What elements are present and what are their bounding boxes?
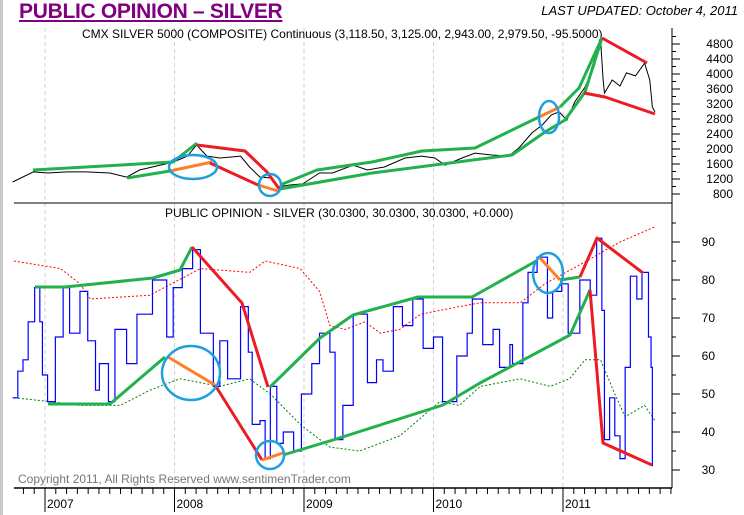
lower-band-line [13,359,656,452]
x-tick-label: 2010 [436,497,463,511]
y-tick-label: 60 [702,349,716,363]
trend-annotations [32,36,656,471]
trend-down-line [578,236,644,278]
trend-up-line [279,115,540,187]
highlight-line [261,451,284,462]
y-tick-label: 80 [702,273,716,287]
trend-up-line [48,355,166,406]
highlight-line [169,160,213,173]
highlight-circle [531,251,565,295]
public-opinion-line [12,237,653,467]
series-layer [12,39,656,467]
trend-down-line [190,246,270,388]
highlight-circle [160,344,222,402]
y-tick-label: 1600 [706,157,733,171]
trend-down-line [601,36,648,65]
trend-up-line [35,246,194,289]
y-tick-label: 4000 [706,67,733,81]
last-updated: LAST UPDATED: October 4, 2011 [541,3,738,18]
x-tick-label: 2008 [177,497,204,511]
highlight-line [167,355,216,387]
trend-down-line [588,289,653,467]
y-tick-label: 40 [702,425,716,439]
opinion-panel-title: PUBLIC OPINION - SILVER (30.0300, 30.030… [165,206,513,220]
y-tick-label: 4400 [706,52,733,66]
x-tick-label: 2009 [306,497,333,511]
y-tick-label: 70 [702,311,716,325]
highlight-line [257,183,279,193]
x-tick-label: 2011 [565,497,591,511]
price-panel-title: CMX SILVER 5000 (COMPOSITE) Continuous (… [82,27,603,41]
y-tick-label: 30 [702,463,716,477]
y-tick-label: 2000 [706,142,733,156]
y-tick-label: 4800 [706,37,733,51]
y-tick-label: 2400 [706,127,733,141]
highlight-circle [167,153,219,181]
trend-down-line [196,143,282,191]
highlight-circle [254,439,286,471]
y-tick-label: 3600 [706,82,733,96]
highlight-circle [257,172,283,198]
trend-up-line [268,258,539,389]
highlight-line [538,256,562,282]
year-gridlines [44,28,564,488]
trend-up-line [126,169,171,180]
trend-down-line [583,91,656,116]
copyright-text: Copyright 2011, All Rights Reserved www.… [18,472,351,486]
x-tick-label: 2007 [47,497,74,511]
trend-up-line [558,37,604,109]
page-title: PUBLIC OPINION – SILVER [19,0,283,23]
window-edge [0,0,3,515]
trend-down-line [213,384,264,461]
highlight-circle [537,99,561,135]
trend-up-line [282,289,592,457]
y-tick-label: 2800 [706,112,733,126]
trend-up-line [32,141,198,172]
y-tick-label: 50 [702,387,716,401]
axes: 2007 2008 2009 2010 2011 48004400400036003200… [22,36,733,512]
y-tick-label: 90 [702,235,716,249]
y-tick-label: 3200 [706,97,733,111]
y-tick-label: 1200 [706,172,733,186]
y-tick-label: 800 [713,187,733,201]
